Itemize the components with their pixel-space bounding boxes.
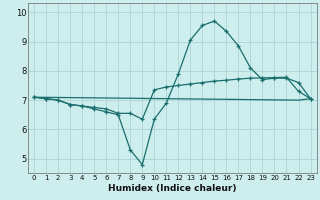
X-axis label: Humidex (Indice chaleur): Humidex (Indice chaleur) (108, 184, 236, 193)
